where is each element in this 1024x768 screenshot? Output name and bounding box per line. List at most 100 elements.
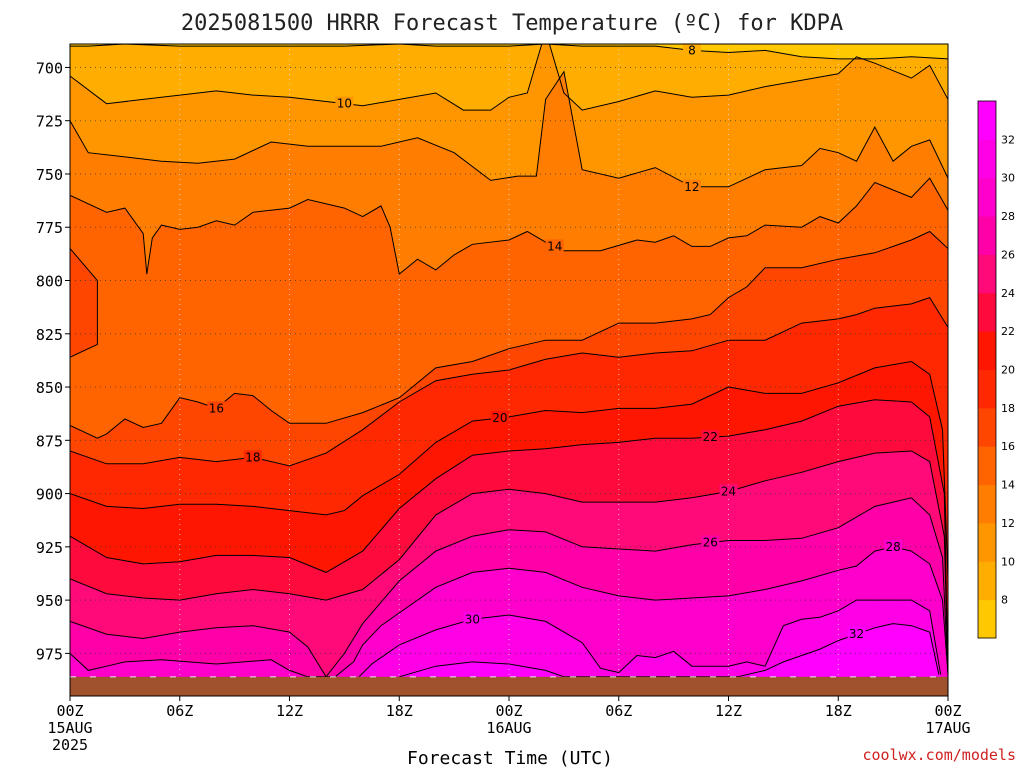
x-tick-label-0-line2: 15AUG — [47, 719, 92, 737]
isotherm-label-32: 32 — [849, 627, 864, 641]
y-tick-label-750: 750 — [36, 166, 63, 184]
colorbar-label-18: 18 — [1001, 402, 1015, 415]
credit-text: coolwx.com/models — [862, 746, 1016, 764]
x-tick-label-24-line1: 00Z — [495, 702, 522, 720]
isotherm-label-10: 10 — [337, 97, 352, 111]
colorbar-frame — [977, 100, 997, 639]
isotherm-20 — [70, 360, 948, 675]
colorbar-segment-7 — [978, 331, 996, 370]
isotherm-label-28: 28 — [885, 540, 900, 554]
colorbar-segment-1 — [978, 561, 996, 601]
x-tick-label-12-line1: 12Z — [276, 702, 303, 720]
isotherm-8 — [70, 44, 948, 60]
isotherm-label-bg-30 — [463, 612, 482, 627]
isotherm-label-18: 18 — [245, 450, 260, 464]
y-tick-label-950: 950 — [36, 592, 63, 610]
isotherm-label-20: 20 — [492, 411, 507, 425]
colorbar-segment-3 — [978, 484, 996, 524]
colorbar-label-14: 14 — [1001, 479, 1015, 492]
y-tick-label-925: 925 — [36, 539, 63, 557]
isotherm-label-16: 16 — [209, 401, 224, 415]
chart-title: 2025081500 HRRR Forecast Temperature (ºC… — [181, 11, 843, 36]
isotherm-14 — [70, 177, 948, 276]
y-tick-label-850: 850 — [36, 379, 63, 397]
colorbar-label-20: 20 — [1001, 364, 1015, 377]
isotherm-28 — [70, 546, 948, 678]
isotherm-30 — [358, 599, 942, 678]
colorbar-segment-0 — [978, 599, 996, 639]
y-tick-label-825: 825 — [36, 326, 63, 344]
colorbar-segment-12 — [978, 139, 996, 179]
x-tick-label-36-line1: 12Z — [715, 702, 742, 720]
y-tick-label-800: 800 — [36, 273, 63, 291]
colorbar-label-28: 28 — [1001, 210, 1015, 223]
x-tick-label-0-line1: 00Z — [56, 702, 83, 720]
colorbar-segment-5 — [978, 407, 996, 447]
colorbar-segment-10 — [978, 216, 996, 255]
colorbar-segment-6 — [978, 369, 996, 409]
isotherm-label-bg-12 — [682, 179, 701, 194]
isotherm-label-bg-14 — [545, 239, 564, 254]
colorbar-label-16: 16 — [1001, 440, 1015, 453]
x-tick-label-0-line3: 2025 — [52, 736, 88, 754]
x-tick-label-42-line1: 18Z — [825, 702, 852, 720]
colorbar-label-12: 12 — [1001, 517, 1015, 530]
x-tick-label-30-line1: 06Z — [605, 702, 632, 720]
x-tick-label-48-line2: 17AUG — [925, 719, 970, 737]
isotherm-label-bg-22 — [701, 430, 720, 445]
isotherm-label-bg-10 — [335, 96, 354, 111]
y-tick-label-875: 875 — [36, 432, 63, 450]
colorbar-segment-13 — [978, 101, 996, 140]
isotherm-18 — [70, 296, 948, 467]
isotherm-label-bg-16 — [207, 401, 226, 416]
colorbar-label-26: 26 — [1001, 248, 1015, 261]
colorbar-segment-9 — [978, 254, 996, 294]
temperature-fill-bands — [70, 44, 948, 696]
isotherm-labels: 8 10 12 14 16 18 20 22 24 26 28 30 32 — [207, 43, 903, 642]
colorbar-segment-4 — [978, 446, 996, 486]
isotherm-32 — [399, 623, 940, 678]
y-axis-pressure: 700 725 750 775 800 825 850 875 900 925 950 975 — [36, 59, 70, 663]
y-tick-label-725: 725 — [36, 113, 63, 131]
y-tick-label-700: 700 — [36, 59, 63, 77]
isotherm-label-bg-20 — [490, 410, 509, 425]
x-tick-label-18-line1: 18Z — [386, 702, 413, 720]
x-tick-label-48-line1: 00Z — [934, 702, 961, 720]
isotherm-label-30: 30 — [465, 612, 480, 626]
isotherm-label-bg-24 — [719, 484, 738, 499]
x-axis-label: Forecast Time (UTC) — [407, 748, 613, 768]
colorbar-segment-11 — [978, 177, 996, 217]
isotherm-10 — [70, 44, 948, 111]
ground-surface — [70, 676, 948, 696]
colorbar: 8 10 12 14 16 18 20 22 24 26 28 30 32 — [977, 100, 1015, 639]
isotherm-label-bg-32 — [847, 627, 866, 642]
x-tick-label-24-line2: 16AUG — [486, 719, 531, 737]
isotherm-label-26: 26 — [703, 536, 718, 550]
isotherm-label-14: 14 — [547, 239, 562, 253]
isotherm-label-bg-18 — [243, 450, 262, 465]
isotherm-label-bg-28 — [884, 539, 903, 554]
isotherm-contours — [70, 44, 948, 678]
isotherm-26 — [70, 497, 948, 678]
colorbar-label-32: 32 — [1001, 133, 1015, 146]
isotherm-label-bg-8 — [682, 43, 701, 58]
colorbar-label-30: 30 — [1001, 172, 1015, 185]
isotherm-12 — [70, 70, 948, 188]
colorbar-label-8: 8 — [1001, 594, 1008, 607]
ground-fill — [70, 676, 948, 696]
isotherm-label-12: 12 — [684, 180, 699, 194]
colorbar-segment-8 — [978, 292, 996, 332]
isotherm-16 — [70, 230, 948, 439]
x-tick-label-6-line1: 06Z — [166, 702, 193, 720]
colorbar-label-10: 10 — [1001, 555, 1015, 568]
colorbar-label-22: 22 — [1001, 325, 1015, 338]
isotherm-label-8: 8 — [688, 43, 696, 57]
colorbar-segment-2 — [978, 522, 996, 562]
y-tick-label-900: 900 — [36, 486, 63, 504]
isotherm-24 — [70, 450, 948, 675]
colorbar-label-24: 24 — [1001, 287, 1015, 300]
isotherm-label-22: 22 — [703, 430, 718, 444]
y-tick-label-975: 975 — [36, 645, 63, 663]
isotherm-label-24: 24 — [721, 484, 736, 498]
